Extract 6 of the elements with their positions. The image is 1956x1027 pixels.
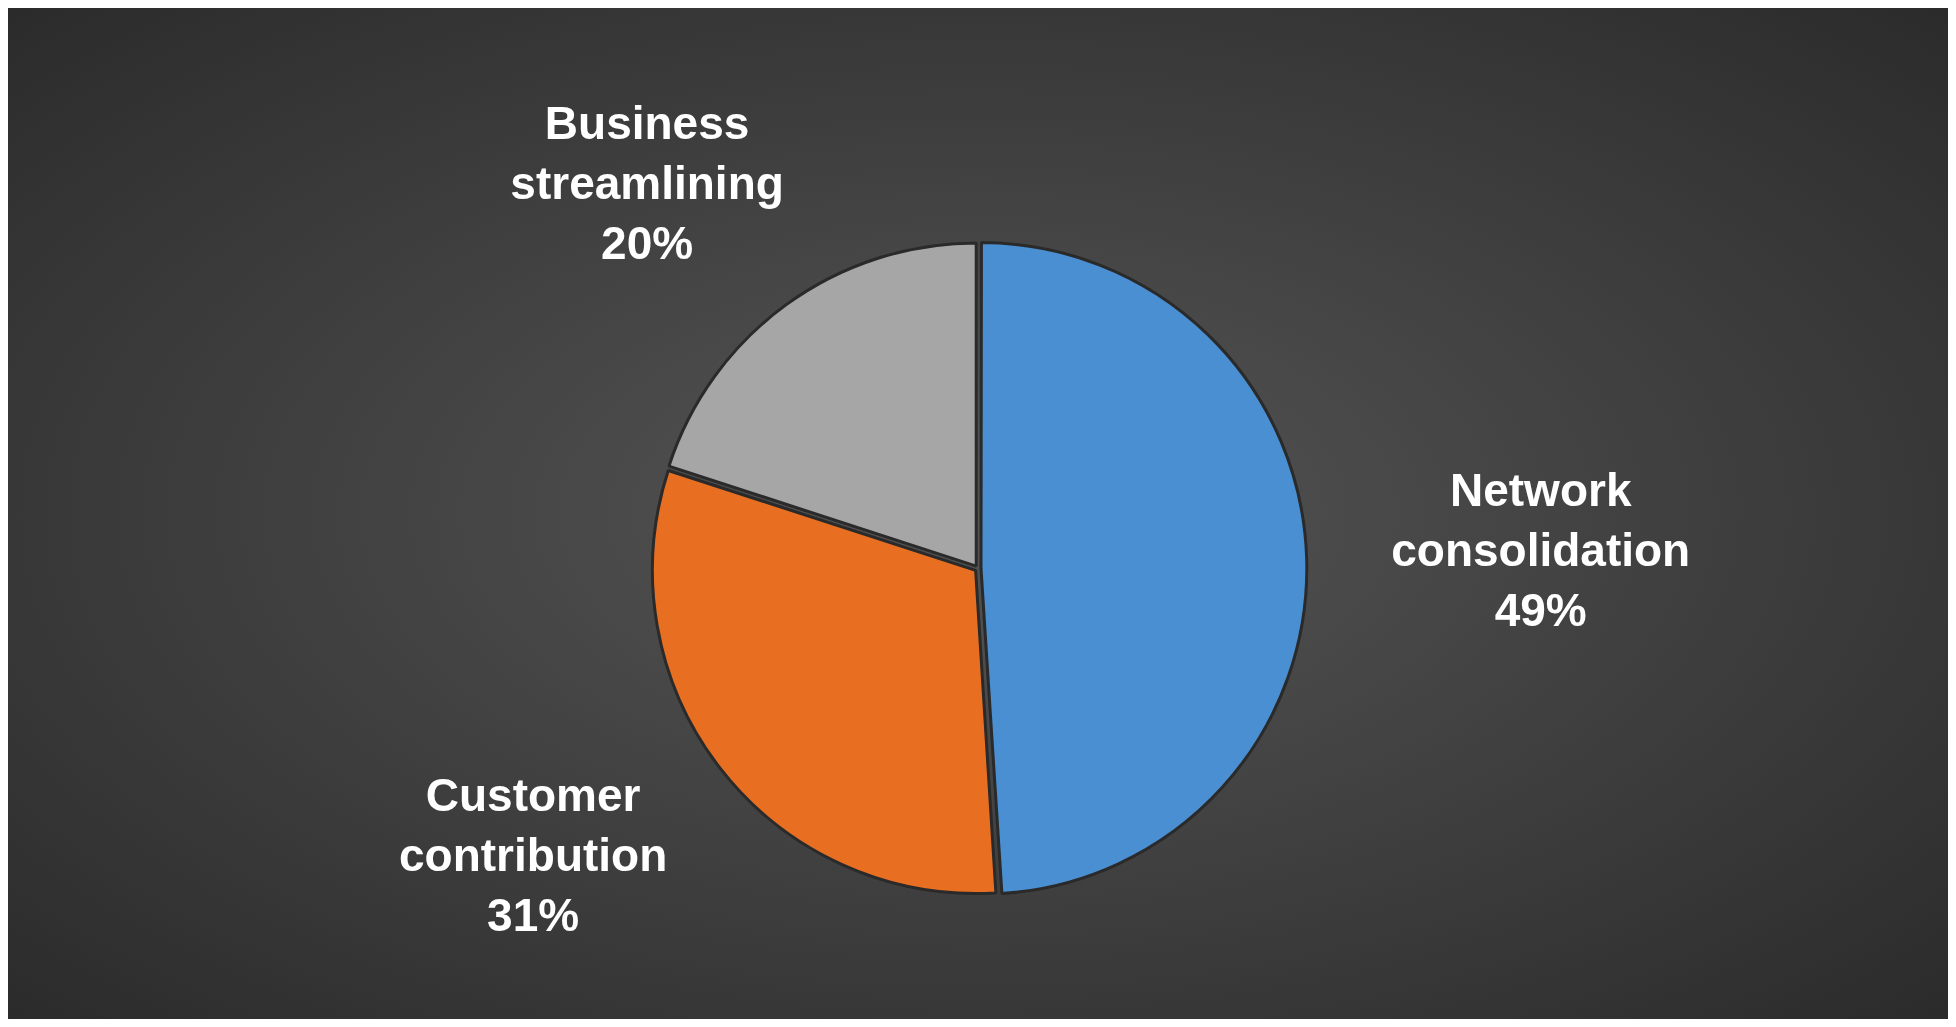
data-label: 31% bbox=[487, 889, 580, 942]
slice-label: Business streamlining bbox=[510, 96, 784, 209]
slice-label: Network consolidation bbox=[1391, 464, 1691, 577]
data-label: 49% bbox=[1494, 584, 1587, 637]
slice-label: Customer contribution bbox=[399, 769, 668, 882]
data-label: 20% bbox=[601, 216, 694, 269]
